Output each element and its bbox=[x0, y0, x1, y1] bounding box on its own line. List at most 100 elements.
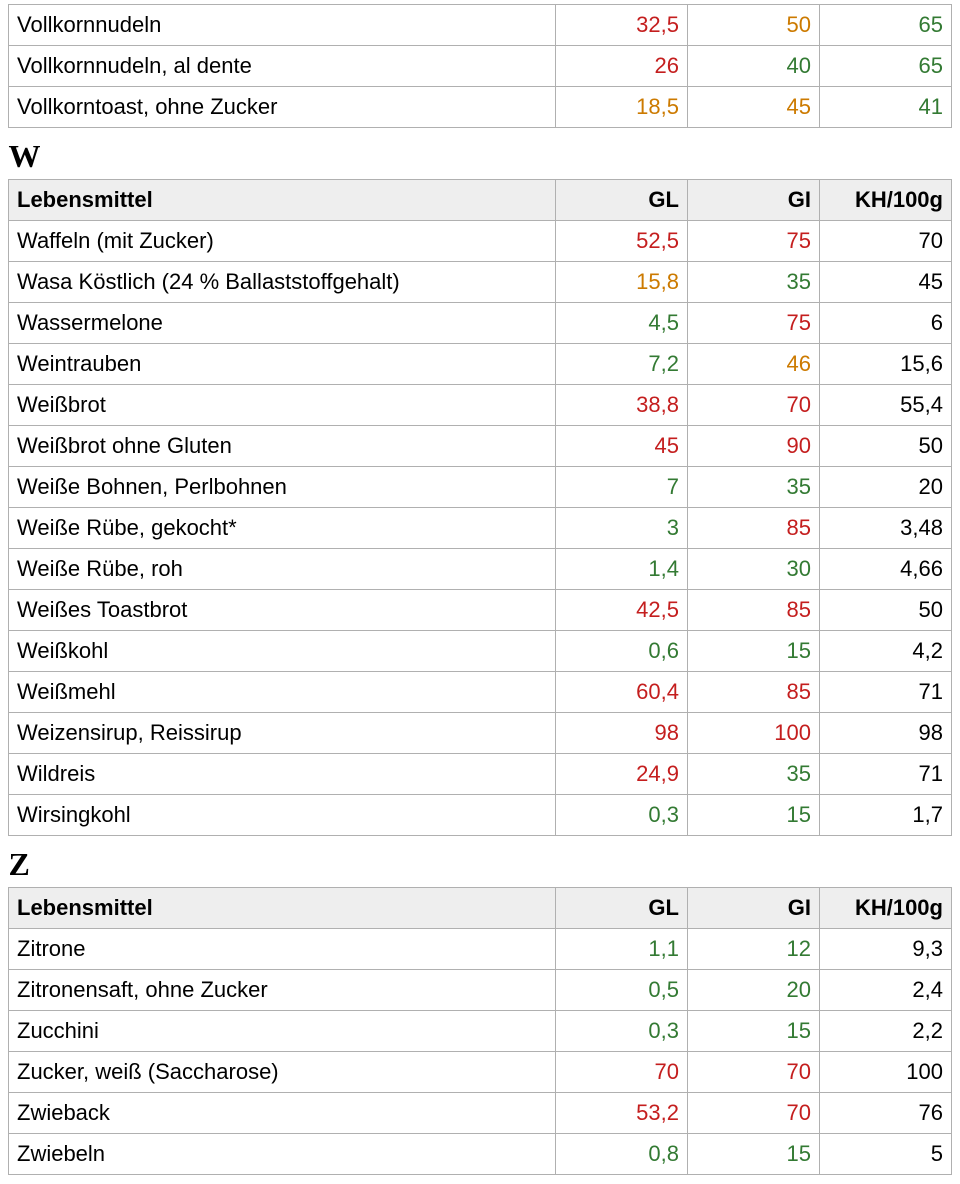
gi-value: 45 bbox=[687, 87, 819, 128]
table-row: Wasa Köstlich (24 % Ballaststoffgehalt)1… bbox=[9, 262, 952, 303]
gl-value: 1,4 bbox=[555, 549, 687, 590]
column-header-row: LebensmittelGLGIKH/100g bbox=[9, 180, 952, 221]
kh-value: 3,48 bbox=[819, 508, 951, 549]
gi-value: 12 bbox=[687, 929, 819, 970]
kh-value: 6 bbox=[819, 303, 951, 344]
food-name: Weißbrot bbox=[9, 385, 556, 426]
column-header-row: LebensmittelGLGIKH/100g bbox=[9, 888, 952, 929]
gi-value: 85 bbox=[687, 590, 819, 631]
food-name: Vollkornnudeln bbox=[9, 5, 556, 46]
gl-value: 53,2 bbox=[555, 1093, 687, 1134]
kh-value: 9,3 bbox=[819, 929, 951, 970]
gl-value: 0,5 bbox=[555, 970, 687, 1011]
food-name: Weißmehl bbox=[9, 672, 556, 713]
kh-value: 45 bbox=[819, 262, 951, 303]
gi-value: 75 bbox=[687, 303, 819, 344]
gi-value: 15 bbox=[687, 631, 819, 672]
food-name: Weizensirup, Reissirup bbox=[9, 713, 556, 754]
kh-value: 4,66 bbox=[819, 549, 951, 590]
gl-value: 24,9 bbox=[555, 754, 687, 795]
food-name: Zucchini bbox=[9, 1011, 556, 1052]
table-row: Zitrone1,1129,3 bbox=[9, 929, 952, 970]
gl-value: 4,5 bbox=[555, 303, 687, 344]
table-row: Weizensirup, Reissirup9810098 bbox=[9, 713, 952, 754]
kh-value: 55,4 bbox=[819, 385, 951, 426]
kh-value: 15,6 bbox=[819, 344, 951, 385]
food-name: Zwiebeln bbox=[9, 1134, 556, 1175]
table-row: Weiße Rübe, roh1,4304,66 bbox=[9, 549, 952, 590]
gl-value: 3 bbox=[555, 508, 687, 549]
gl-value: 0,3 bbox=[555, 795, 687, 836]
gi-value: 15 bbox=[687, 1011, 819, 1052]
kh-value: 71 bbox=[819, 672, 951, 713]
gi-value: 70 bbox=[687, 385, 819, 426]
gl-value: 98 bbox=[555, 713, 687, 754]
gi-value: 35 bbox=[687, 754, 819, 795]
gl-value: 42,5 bbox=[555, 590, 687, 631]
gi-value: 90 bbox=[687, 426, 819, 467]
food-name: Weißbrot ohne Gluten bbox=[9, 426, 556, 467]
col-header-lebensmittel: Lebensmittel bbox=[9, 888, 556, 929]
kh-value: 50 bbox=[819, 426, 951, 467]
kh-value: 20 bbox=[819, 467, 951, 508]
food-name: Weiße Rübe, gekocht* bbox=[9, 508, 556, 549]
gl-value: 7,2 bbox=[555, 344, 687, 385]
table-row: Vollkornnudeln, al dente264065 bbox=[9, 46, 952, 87]
kh-value: 100 bbox=[819, 1052, 951, 1093]
kh-value: 2,2 bbox=[819, 1011, 951, 1052]
food-name: Zucker, weiß (Saccharose) bbox=[9, 1052, 556, 1093]
kh-value: 98 bbox=[819, 713, 951, 754]
gi-value: 15 bbox=[687, 795, 819, 836]
table-row: Weintrauben7,24615,6 bbox=[9, 344, 952, 385]
food-name: Wirsingkohl bbox=[9, 795, 556, 836]
food-name: Weißes Toastbrot bbox=[9, 590, 556, 631]
gi-value: 30 bbox=[687, 549, 819, 590]
gl-value: 0,8 bbox=[555, 1134, 687, 1175]
table-row: Zucker, weiß (Saccharose)7070100 bbox=[9, 1052, 952, 1093]
table-row: Weiße Bohnen, Perlbohnen73520 bbox=[9, 467, 952, 508]
gl-value: 1,1 bbox=[555, 929, 687, 970]
gi-value: 46 bbox=[687, 344, 819, 385]
section-heading: W bbox=[9, 128, 952, 180]
table-row: Weißmehl60,48571 bbox=[9, 672, 952, 713]
gi-value: 15 bbox=[687, 1134, 819, 1175]
gi-value: 75 bbox=[687, 221, 819, 262]
gi-value: 50 bbox=[687, 5, 819, 46]
table-row: Wildreis24,93571 bbox=[9, 754, 952, 795]
gl-value: 60,4 bbox=[555, 672, 687, 713]
kh-value: 5 bbox=[819, 1134, 951, 1175]
kh-value: 76 bbox=[819, 1093, 951, 1134]
col-header-gl: GL bbox=[555, 180, 687, 221]
gi-value: 70 bbox=[687, 1093, 819, 1134]
food-name: Wildreis bbox=[9, 754, 556, 795]
gi-value: 70 bbox=[687, 1052, 819, 1093]
food-name: Zitronensaft, ohne Zucker bbox=[9, 970, 556, 1011]
gl-value: 0,3 bbox=[555, 1011, 687, 1052]
gi-value: 85 bbox=[687, 672, 819, 713]
col-header-kh: KH/100g bbox=[819, 888, 951, 929]
kh-value: 50 bbox=[819, 590, 951, 631]
food-name: Zwieback bbox=[9, 1093, 556, 1134]
col-header-kh: KH/100g bbox=[819, 180, 951, 221]
table-row: Wirsingkohl0,3151,7 bbox=[9, 795, 952, 836]
glycemic-table: Vollkornnudeln32,55065Vollkornnudeln, al… bbox=[8, 4, 952, 1175]
table-row: Weißbrot38,87055,4 bbox=[9, 385, 952, 426]
table-row: Zwiebeln0,8155 bbox=[9, 1134, 952, 1175]
table-row: Zucchini0,3152,2 bbox=[9, 1011, 952, 1052]
kh-value: 65 bbox=[819, 5, 951, 46]
food-name: Vollkorntoast, ohne Zucker bbox=[9, 87, 556, 128]
col-header-gi: GI bbox=[687, 180, 819, 221]
food-name: Wassermelone bbox=[9, 303, 556, 344]
kh-value: 1,7 bbox=[819, 795, 951, 836]
table-row: Vollkornnudeln32,55065 bbox=[9, 5, 952, 46]
gl-value: 0,6 bbox=[555, 631, 687, 672]
table-row: Weißbrot ohne Gluten459050 bbox=[9, 426, 952, 467]
table-row: Weißes Toastbrot42,58550 bbox=[9, 590, 952, 631]
table-row: Zitronensaft, ohne Zucker0,5202,4 bbox=[9, 970, 952, 1011]
gi-value: 85 bbox=[687, 508, 819, 549]
table-row: Vollkorntoast, ohne Zucker18,54541 bbox=[9, 87, 952, 128]
gl-value: 52,5 bbox=[555, 221, 687, 262]
section-letter: Z bbox=[9, 836, 952, 888]
kh-value: 41 bbox=[819, 87, 951, 128]
food-name: Vollkornnudeln, al dente bbox=[9, 46, 556, 87]
